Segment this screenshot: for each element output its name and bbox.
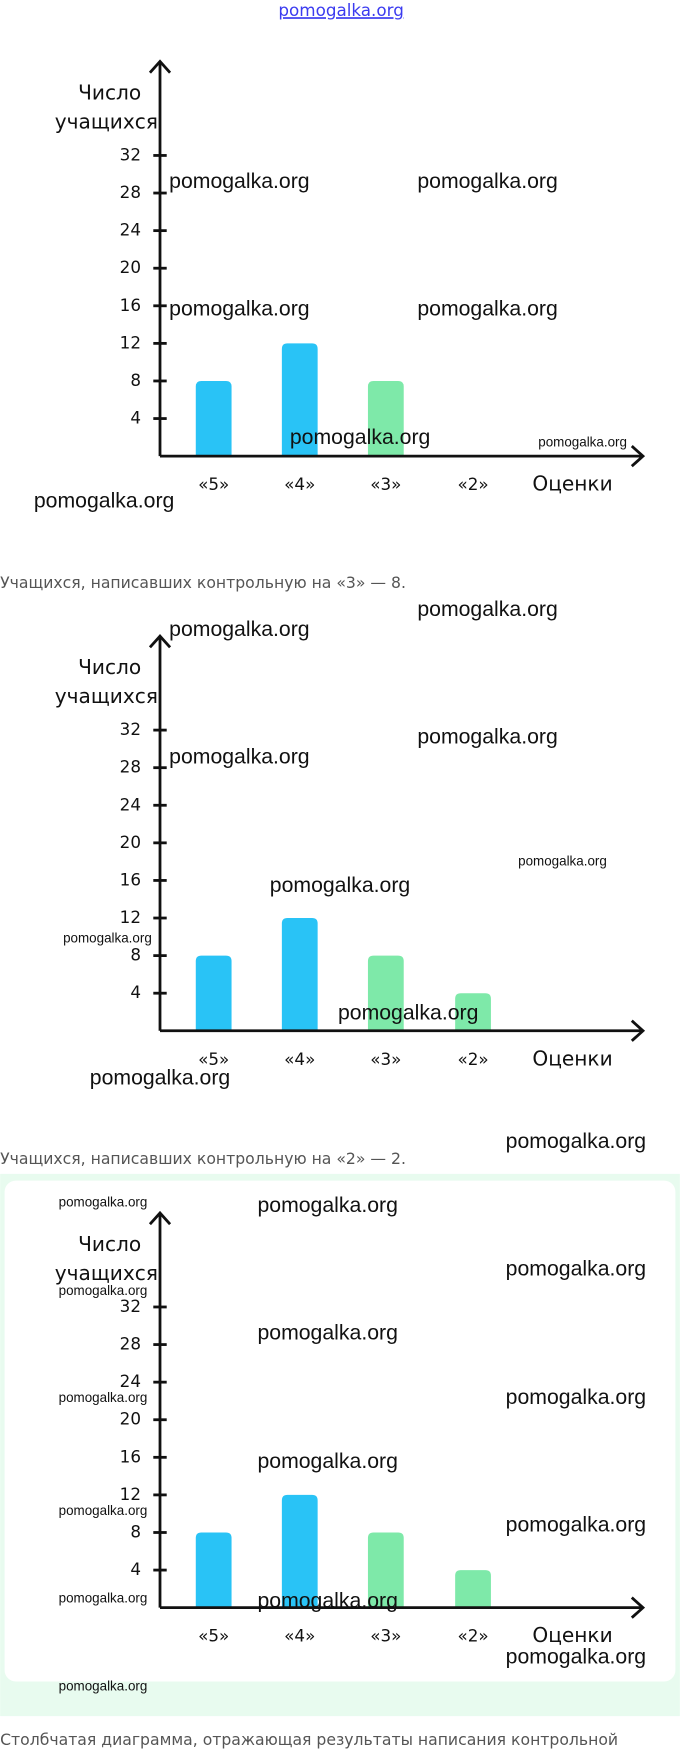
watermark: pomogalka.org — [257, 1589, 397, 1613]
y-tick-label: 32 — [120, 1296, 141, 1316]
x-arrow — [630, 1596, 646, 1619]
x-axis-label: Оценки — [532, 472, 612, 496]
bar — [455, 993, 491, 1031]
watermark: pomogalka.org — [169, 296, 309, 320]
y-tick-label: 20 — [120, 832, 141, 852]
watermark: pomogalka.org — [290, 425, 430, 449]
watermark: pomogalka.org — [59, 1503, 148, 1518]
watermark: pomogalka.org — [90, 1065, 230, 1089]
y-tick-label: 20 — [120, 257, 141, 277]
caption: Столбчатая диаграмма, отражающая результ… — [0, 1730, 618, 1749]
y-tick-label: 16 — [120, 295, 141, 315]
x-tick-label: «5» — [198, 1049, 229, 1069]
watermark: pomogalka.org — [257, 1449, 397, 1473]
watermark: pomogalka.org — [34, 489, 174, 513]
x-tick-label: «4» — [284, 1049, 315, 1069]
watermark: pomogalka.org — [338, 1001, 478, 1025]
x-tick-label: «5» — [198, 1626, 229, 1646]
watermark: pomogalka.org — [417, 724, 557, 748]
watermark: pomogalka.org — [506, 1645, 646, 1669]
watermark: pomogalka.org — [417, 296, 557, 320]
y-arrow — [148, 1210, 172, 1226]
watermark: pomogalka.org — [417, 169, 557, 193]
bar — [281, 918, 318, 1031]
y-tick-label: 12 — [120, 907, 141, 927]
bar — [281, 1494, 318, 1608]
bar — [195, 380, 232, 457]
panel — [4, 1180, 676, 1682]
y-axis-label: учащихся — [55, 684, 158, 708]
watermark: pomogalka.org — [538, 434, 627, 449]
y-tick-label: 24 — [120, 1371, 141, 1391]
bar — [367, 1532, 404, 1608]
y-tick-label: 32 — [120, 144, 141, 164]
watermark: pomogalka.org — [518, 854, 607, 869]
y-tick-label: 28 — [120, 757, 141, 777]
y-tick-label: 12 — [120, 1484, 141, 1504]
bar — [455, 1570, 491, 1608]
bar — [367, 380, 404, 457]
y-tick-label: 8 — [130, 1521, 141, 1541]
y-axis-label: Число — [78, 1232, 141, 1256]
x-arrow — [630, 445, 646, 468]
y-tick-label: 24 — [120, 220, 141, 240]
y-tick-label: 24 — [120, 794, 141, 814]
bar — [281, 343, 318, 457]
watermark: pomogalka.org — [59, 1679, 148, 1694]
x-axis-label: Оценки — [532, 1046, 612, 1070]
watermark: pomogalka.org — [257, 1320, 397, 1344]
watermark: pomogalka.org — [506, 1385, 646, 1409]
watermark: pomogalka.org — [169, 745, 309, 769]
x-arrow — [630, 1019, 646, 1042]
watermark: pomogalka.org — [417, 597, 557, 621]
y-axis-label: Число — [78, 80, 141, 104]
bar — [367, 955, 404, 1031]
x-tick-label: «3» — [370, 1626, 401, 1646]
caption: Учащихся, написавших контрольную на «2» … — [0, 1149, 406, 1168]
watermark: pomogalka.org — [270, 873, 410, 897]
watermark: pomogalka.org — [257, 1193, 397, 1217]
y-axis-label: учащихся — [55, 109, 158, 133]
watermark: pomogalka.org — [59, 1390, 148, 1405]
y-tick-label: 4 — [130, 1559, 141, 1579]
y-tick-label: 16 — [120, 869, 141, 889]
x-axis-label: Оценки — [532, 1623, 612, 1647]
bar — [195, 955, 232, 1031]
y-arrow — [148, 59, 172, 74]
y-axis-label: учащихся — [55, 1261, 158, 1285]
x-tick-label: «2» — [457, 1626, 488, 1646]
site-link[interactable]: pomogalka.org — [278, 0, 403, 20]
x-tick-label: «4» — [284, 1626, 315, 1646]
caption: Учащихся, написавших контрольную на «3» … — [0, 573, 406, 592]
y-arrow — [148, 634, 172, 649]
y-tick-label: 20 — [120, 1409, 141, 1429]
x-tick-label: «5» — [198, 474, 229, 494]
x-tick-label: «2» — [457, 474, 488, 494]
y-tick-label: 28 — [120, 182, 141, 202]
watermark: pomogalka.org — [59, 1194, 148, 1209]
x-tick-label: «2» — [457, 1049, 488, 1069]
y-tick-label: 12 — [120, 332, 141, 352]
watermark: pomogalka.org — [506, 1129, 646, 1153]
watermark: pomogalka.org — [59, 1283, 148, 1298]
y-tick-label: 8 — [130, 945, 141, 965]
y-tick-label: 16 — [120, 1446, 141, 1466]
y-tick-label: 8 — [130, 370, 141, 390]
y-tick-label: 4 — [130, 982, 141, 1002]
y-tick-label: 28 — [120, 1334, 141, 1354]
watermark: pomogalka.org — [506, 1257, 646, 1281]
y-axis-label: Число — [78, 655, 141, 679]
watermark: pomogalka.org — [169, 617, 309, 641]
watermark: pomogalka.org — [63, 931, 152, 946]
watermark: pomogalka.org — [169, 169, 309, 193]
bar — [195, 1532, 232, 1608]
watermark: pomogalka.org — [506, 1513, 646, 1537]
y-tick-label: 32 — [120, 719, 141, 739]
x-tick-label: «4» — [284, 474, 315, 494]
x-tick-label: «3» — [370, 474, 401, 494]
x-tick-label: «3» — [370, 1049, 401, 1069]
y-tick-label: 4 — [130, 408, 141, 428]
watermark: pomogalka.org — [59, 1590, 148, 1605]
